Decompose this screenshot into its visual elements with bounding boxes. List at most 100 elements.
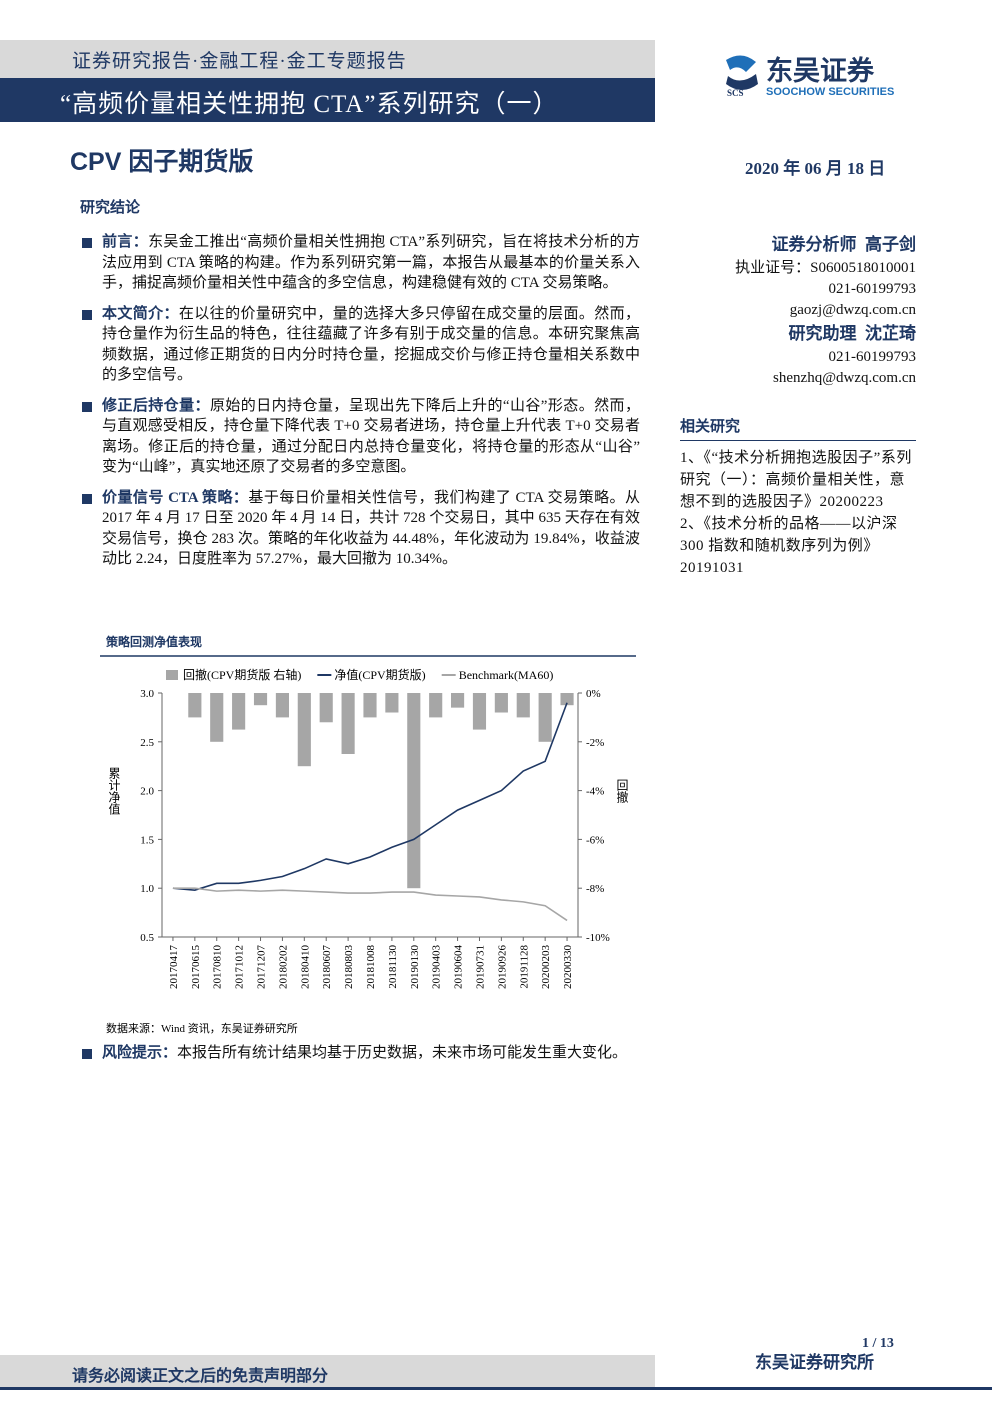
logo: SCS 东吴证券 SOOCHOW SECURITIES [726,55,894,98]
y-tick-label: 2.0 [140,786,154,798]
title-band [0,78,655,122]
date: 2020 年 06 月 18 日 [745,159,886,178]
report-series: 证券研究报告·金融工程·金工专题报告 [72,51,407,72]
paragraph-label: 价量信号 CTA 策略： [102,489,249,506]
drawdown-bar [363,693,377,718]
paragraph: 前言：东吴金工推出“高频价量相关性拥抱 CTA”系列研究，旨在将技术分析的方法应… [80,232,640,294]
drawdown-bar [560,693,574,706]
paragraph-label: 本文简介： [102,305,179,322]
analyst: 证券分析师 高子剑 执业证号：S0600518010001 021-601997… [680,232,916,321]
drawdown-bar [319,693,333,723]
series-line [172,702,568,891]
x-tick-label: 20181130 [387,945,399,989]
section-title: 研究结论 [80,200,141,216]
x-tick-label: 20190403 [431,945,443,990]
analyst-name: 高子剑 [865,235,916,254]
x-tick-label: 20200330 [562,945,574,990]
analyst-role: 证券分析师 [771,235,857,254]
y2-tick-label: -4% [586,786,604,798]
risk-text: 本报告所有统计结果均基于历史数据，未来市场可能发生重大变化。 [177,1045,628,1061]
x-tick-label: 20180410 [299,945,311,990]
conclusions: 前言：东吴金工推出“高频价量相关性拥抱 CTA”系列研究，旨在将技术分析的方法应… [80,232,640,580]
x-tick-label: 20181008 [365,945,377,990]
legend-label: 回撤(CPV期货版 右轴) [183,667,301,682]
report-title: “高频价量相关性拥抱 CTA”系列研究（一） [60,91,559,118]
y2-tick-label: -6% [586,834,604,846]
chart-title: 策略回测净值表现 [106,634,202,649]
related-title: 相关研究 [680,415,916,441]
x-tick-label: 20171012 [234,945,246,989]
drawdown-bar [210,693,224,742]
paragraph-label: 修正后持仓量： [102,397,210,414]
y2-tick-label: -2% [586,737,604,749]
paragraph: 修正后持仓量：原始的日内持仓量，呈现出先下降后上升的“山谷”形态。然而，与直观感… [80,396,640,478]
logo-en: SOOCHOW SECURITIES [766,86,894,98]
y-axis-title: 累计净值 [107,767,121,816]
paragraph: 本文简介：在以往的价量研究中，量的选择大多只停留在成交量的层面。然而，持仓量作为… [80,304,640,386]
drawdown-bar [385,693,399,713]
analyst: 研究助理 沈芷琦 021-60199793 shenzhq@dwzq.com.c… [680,321,916,389]
legend-label: 净值(CPV期货版) [334,667,425,682]
analyst-name: 沈芷琦 [865,324,916,343]
drawdown-bar [341,693,355,754]
logo-mark: SCS [727,88,744,98]
paragraph-label: 前言： [102,234,149,250]
drawdown-bar [232,693,246,730]
paragraph: 价量信号 CTA 策略：基于每日价量相关性信号，我们构建了 CTA 交易策略。从… [80,488,640,570]
disclaimer: 请务必阅读正文之后的免责声明部分 [72,1368,329,1385]
y2-tick-label: 0% [586,688,601,700]
related-item: 1、《“技术分析拥抱选股因子”系列研究（一）：高频价量相关性，意想不到的选股因子… [680,450,912,510]
y-tick-label: 3.0 [140,688,154,700]
x-tick-label: 20190926 [496,945,508,990]
drawdown-bar [407,693,421,889]
chart: 策略回测净值表现 0.5 1.0 1.5 2.0 2.5 3.0 -10% -8% -6% -4%… [100,634,636,1035]
drawdown-bar [451,693,465,708]
sidebar: 证券分析师 高子剑 执业证号：S0600518010001 021-601997… [680,232,916,579]
footer-line [0,1387,992,1390]
y-tick-label: 1.0 [140,883,154,895]
footer-band [0,1355,655,1387]
x-tick-label: 20190731 [474,945,486,989]
drawdown-bar [538,693,552,742]
analyst-info: gaozj@dwzq.com.cn [789,302,916,318]
y2-tick-label: -10% [586,932,610,944]
analyst-info: 执业证号：S0600518010001 [735,260,916,276]
analyst-info: 021-60199793 [828,281,917,297]
y-tick-label: 1.5 [140,834,154,846]
paragraph-text: 原始的日内持仓量，呈现出先下降后上升的“山谷”形态。然而，与直观感受相反，持仓量… [102,397,640,476]
drawdown-bar [472,693,487,730]
x-tick-label: 20180803 [343,945,355,990]
drawdown-bar [429,693,443,718]
drawdown-bar [516,693,530,718]
x-tick-label: 20190604 [453,945,465,990]
y-tick-label: 2.5 [140,737,154,749]
footer-org: 东吴证券研究所 [755,1353,874,1372]
paragraph-text: 基于每日价量相关性信号，我们构建了 CTA 交易策略。从 2017 年 4 月 … [102,489,640,568]
x-tick-label: 20200203 [540,945,552,990]
page-number: 1 / 13 [862,1336,894,1351]
paragraph-text: 在以往的价量研究中，量的选择大多只停留在成交量的层面。然而，持仓量作为衍生品的特… [102,305,640,384]
risk: 风险提示：本报告所有统计结果均基于历史数据，未来市场可能发生重大变化。 [80,1043,640,1074]
y2-tick-label: -8% [586,883,604,895]
x-tick-label: 20170810 [212,945,224,990]
x-tick-label: 20180202 [277,945,289,989]
header-band [0,40,655,78]
analyst-role: 研究助理 [788,324,857,343]
drawdown-bar [188,693,202,718]
legend-label: Benchmark(MA60) [459,668,554,682]
drawdown-bar [494,693,508,713]
analyst-info: 021-60199793 [828,349,917,365]
series-line [172,887,568,922]
drawdown-bar [275,693,289,718]
analyst-info: shenzhq@dwzq.com.cn [773,370,916,386]
y-tick-label: 0.5 [140,932,154,944]
x-tick-label: 20170417 [168,945,180,990]
x-tick-label: 20191128 [518,945,530,989]
logo-cn: 东吴证券 [766,55,875,86]
risk-label: 风险提示： [102,1045,178,1061]
x-tick-label: 20171207 [256,945,268,990]
x-tick-label: 20170615 [190,945,202,990]
drawdown-bar [253,693,268,706]
subtitle: CPV 因子期货版 [70,148,254,176]
y2-axis-title: 回撤 [615,779,629,803]
